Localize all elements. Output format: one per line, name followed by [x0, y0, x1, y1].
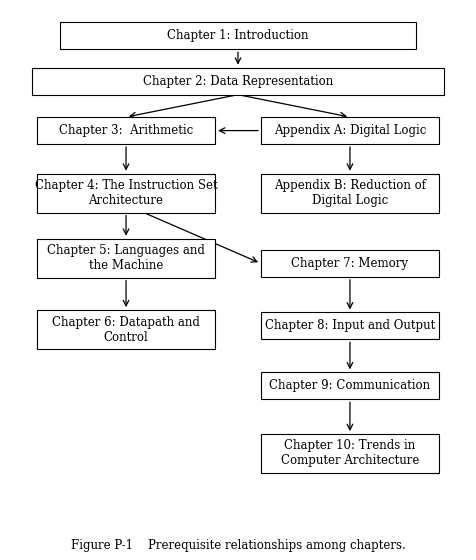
FancyBboxPatch shape: [261, 250, 439, 277]
Text: Chapter 5: Languages and
the Machine: Chapter 5: Languages and the Machine: [47, 244, 205, 272]
Text: Chapter 4: The Instruction Set
Architecture: Chapter 4: The Instruction Set Architect…: [35, 179, 218, 207]
Text: Chapter 7: Memory: Chapter 7: Memory: [291, 257, 408, 270]
FancyBboxPatch shape: [261, 312, 439, 339]
Text: Appendix A: Digital Logic: Appendix A: Digital Logic: [274, 124, 426, 137]
Text: Chapter 3:  Arithmetic: Chapter 3: Arithmetic: [59, 124, 193, 137]
FancyBboxPatch shape: [261, 434, 439, 473]
Text: Chapter 2: Data Representation: Chapter 2: Data Representation: [143, 74, 333, 87]
FancyBboxPatch shape: [37, 174, 215, 213]
FancyBboxPatch shape: [37, 310, 215, 349]
FancyBboxPatch shape: [32, 68, 444, 95]
FancyBboxPatch shape: [37, 117, 215, 144]
Text: Chapter 6: Datapath and
Control: Chapter 6: Datapath and Control: [52, 315, 200, 343]
Text: Chapter 1: Introduction: Chapter 1: Introduction: [167, 29, 309, 43]
Text: Figure P-1    Prerequisite relationships among chapters.: Figure P-1 Prerequisite relationships am…: [70, 539, 406, 553]
Text: Chapter 10: Trends in
Computer Architecture: Chapter 10: Trends in Computer Architect…: [281, 440, 419, 468]
FancyBboxPatch shape: [261, 372, 439, 399]
Text: Chapter 8: Input and Output: Chapter 8: Input and Output: [265, 319, 435, 333]
FancyBboxPatch shape: [261, 174, 439, 213]
Text: Appendix B: Reduction of
Digital Logic: Appendix B: Reduction of Digital Logic: [274, 179, 426, 207]
FancyBboxPatch shape: [60, 22, 416, 49]
FancyBboxPatch shape: [261, 117, 439, 144]
FancyBboxPatch shape: [37, 239, 215, 278]
Text: Chapter 9: Communication: Chapter 9: Communication: [269, 379, 430, 393]
